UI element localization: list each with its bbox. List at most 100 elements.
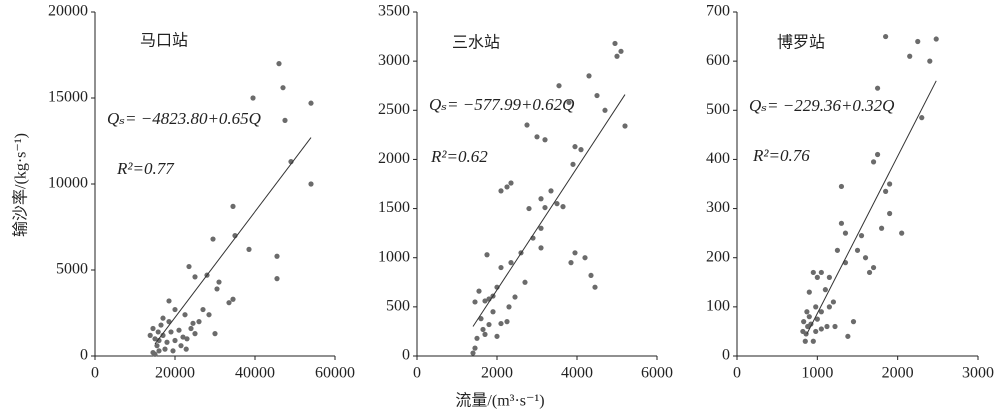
x-tick-label: 0 xyxy=(733,365,741,382)
y-tick-label: 200 xyxy=(706,248,730,265)
point xyxy=(172,337,178,344)
point xyxy=(196,319,202,325)
point xyxy=(887,181,893,187)
point xyxy=(907,53,913,59)
point xyxy=(280,85,286,91)
r-squared: R²=0.77 xyxy=(116,159,175,178)
point xyxy=(542,137,548,143)
point xyxy=(842,230,849,236)
point xyxy=(183,346,189,352)
point xyxy=(813,304,819,310)
point xyxy=(570,161,576,167)
point xyxy=(568,260,574,266)
point xyxy=(504,319,510,325)
point xyxy=(874,85,881,91)
y-tick-label: 400 xyxy=(706,150,730,167)
point xyxy=(618,48,624,54)
point xyxy=(176,327,182,333)
point xyxy=(818,269,824,276)
point xyxy=(498,264,504,271)
point xyxy=(824,323,830,330)
point xyxy=(614,53,620,59)
y-tick-label: 300 xyxy=(706,199,730,216)
point xyxy=(592,284,598,290)
point xyxy=(182,312,188,318)
x-tick-label: 20000 xyxy=(155,365,195,382)
point xyxy=(572,144,578,150)
regression-equation: Qₛ= −4823.80+0.65Q xyxy=(107,109,261,128)
point xyxy=(838,220,845,226)
point xyxy=(526,205,532,212)
point xyxy=(845,333,851,339)
point xyxy=(927,58,933,64)
x-tick-label: 2000 xyxy=(481,365,513,382)
point xyxy=(806,289,812,295)
y-tick-label: 15000 xyxy=(48,89,88,106)
y-tick-label: 600 xyxy=(706,52,730,69)
point xyxy=(180,334,186,340)
point xyxy=(490,309,496,315)
x-tick-label: 60000 xyxy=(315,365,355,382)
point xyxy=(172,306,178,313)
point xyxy=(486,321,492,328)
point xyxy=(822,287,828,293)
point xyxy=(188,325,194,332)
x-tick-label: 40000 xyxy=(235,365,275,382)
point xyxy=(156,348,162,354)
point xyxy=(542,204,548,211)
x-tick-label: 3000 xyxy=(962,365,994,382)
point xyxy=(206,312,212,318)
point xyxy=(478,316,484,322)
point xyxy=(184,336,190,342)
point xyxy=(805,323,811,330)
point xyxy=(192,331,198,337)
point xyxy=(854,247,861,253)
point xyxy=(602,107,608,113)
point xyxy=(826,274,832,280)
point xyxy=(830,299,837,305)
y-tick-label: 0 xyxy=(722,347,730,364)
y-tick-label: 500 xyxy=(386,298,410,315)
point xyxy=(150,325,156,332)
point xyxy=(919,115,925,121)
point xyxy=(476,288,482,294)
point xyxy=(862,255,869,261)
point xyxy=(250,95,256,101)
point xyxy=(274,253,280,259)
y-tick-label: 0 xyxy=(80,347,88,364)
point xyxy=(308,100,314,106)
y-tick-label: 1500 xyxy=(378,199,410,216)
y-tick-label: 700 xyxy=(706,3,730,20)
point xyxy=(818,326,824,332)
point xyxy=(155,329,161,335)
fit-line xyxy=(154,137,312,345)
point xyxy=(276,61,282,67)
y-axis-label: 输沙率/(kg·s⁻¹) xyxy=(12,133,30,237)
point xyxy=(554,201,560,207)
point xyxy=(472,299,478,305)
point xyxy=(160,332,166,338)
point xyxy=(192,274,198,280)
point xyxy=(572,250,578,256)
point xyxy=(838,183,845,190)
point xyxy=(814,274,820,280)
point xyxy=(212,331,218,337)
y-tick-label: 10000 xyxy=(48,175,88,192)
regression-equation: Qₛ= −577.99+0.62Q xyxy=(429,95,574,114)
point xyxy=(152,336,158,342)
y-tick-label: 100 xyxy=(706,298,730,315)
point xyxy=(826,304,832,310)
point xyxy=(818,309,824,315)
r-squared: R²=0.76 xyxy=(752,146,810,165)
point xyxy=(160,315,166,321)
point xyxy=(538,225,544,231)
point xyxy=(216,279,222,285)
point xyxy=(200,306,206,313)
point xyxy=(813,328,819,335)
point xyxy=(814,316,820,322)
point xyxy=(578,147,584,153)
panel-title: 博罗站 xyxy=(777,34,825,52)
point xyxy=(899,230,905,236)
point xyxy=(832,323,838,330)
